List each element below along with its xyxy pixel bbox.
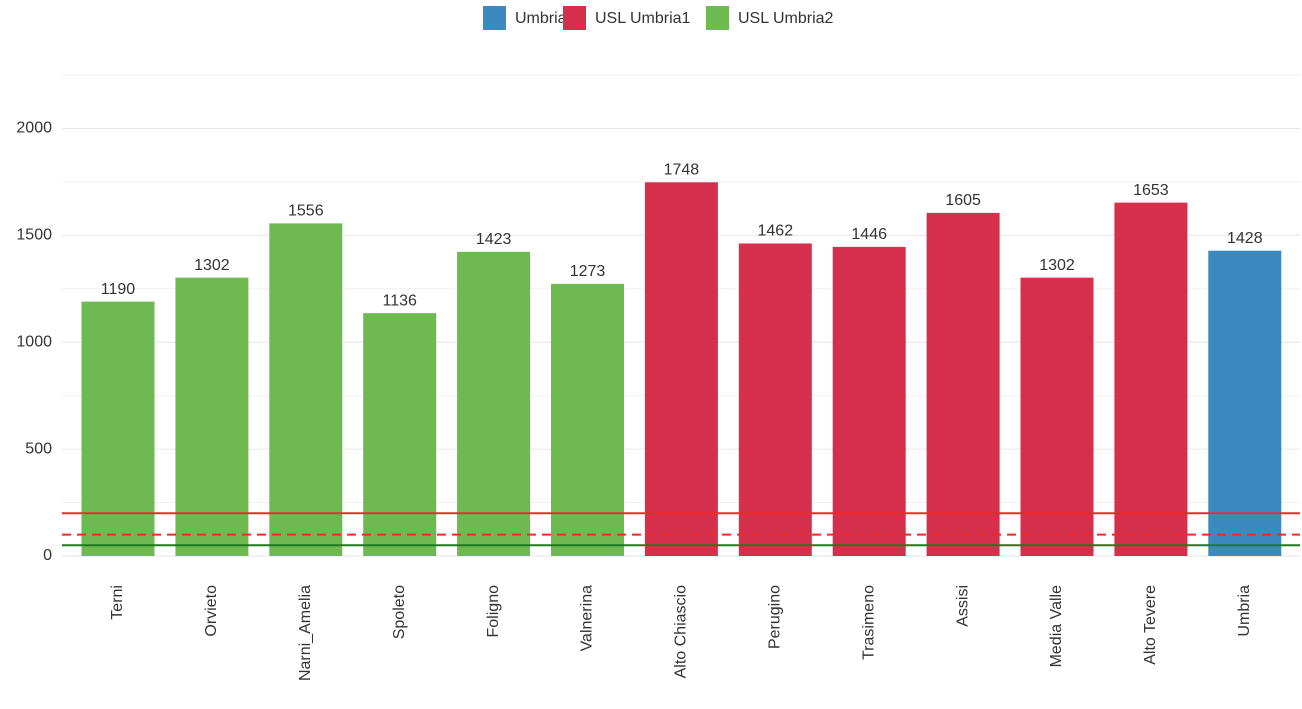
y-tick-label: 0 xyxy=(43,547,52,564)
data-label: 1428 xyxy=(1227,230,1263,247)
data-label: 1748 xyxy=(664,162,700,179)
legend-label: USL Umbria2 xyxy=(738,10,834,27)
bar xyxy=(926,212,1000,557)
y-tick-label: 2000 xyxy=(16,120,52,137)
data-label: 1446 xyxy=(851,226,887,243)
bar xyxy=(81,301,155,556)
data-label: 1653 xyxy=(1133,182,1169,199)
legend-swatch xyxy=(563,6,586,30)
bar xyxy=(175,277,249,556)
bar xyxy=(1208,250,1282,556)
x-tick-label: Terni xyxy=(109,585,126,620)
bar xyxy=(1020,277,1094,556)
bar xyxy=(363,313,437,556)
bar xyxy=(738,243,812,556)
legend-swatch xyxy=(706,6,729,30)
data-label: 1136 xyxy=(382,292,417,309)
x-tick-label: Narni_Amelia xyxy=(297,585,314,681)
x-tick-label: Alto Tevere xyxy=(1142,585,1159,665)
x-tick-label: Perugino xyxy=(767,585,784,649)
y-tick-label: 500 xyxy=(25,440,52,457)
x-tick-label: Foligno xyxy=(485,585,502,638)
data-label: 1605 xyxy=(945,192,981,209)
y-tick-label: 1500 xyxy=(16,227,52,244)
x-tick-label: Assisi xyxy=(954,585,971,627)
y-tick-label: 1000 xyxy=(16,333,52,350)
data-label: 1190 xyxy=(101,281,136,298)
bar xyxy=(832,246,906,557)
x-tick-label: Valnerina xyxy=(579,585,596,652)
x-tick-label: Umbria xyxy=(1236,585,1253,637)
x-tick-label: Spoleto xyxy=(391,585,408,639)
x-tick-label: Alto Chiascio xyxy=(673,585,690,678)
x-tick-label: Trasimeno xyxy=(860,585,877,660)
bar xyxy=(1114,202,1188,556)
legend-swatch xyxy=(483,6,506,30)
data-label: 1423 xyxy=(476,231,512,248)
bar xyxy=(457,251,531,556)
data-label: 1302 xyxy=(194,257,230,274)
data-label: 1273 xyxy=(570,263,606,280)
data-label: 1462 xyxy=(758,223,794,240)
legend-label: USL Umbria1 xyxy=(595,10,691,27)
bar xyxy=(551,283,624,556)
bar xyxy=(269,223,343,557)
bar xyxy=(644,182,718,556)
legend-label: Umbria xyxy=(515,10,567,27)
data-label: 1302 xyxy=(1039,257,1075,274)
x-tick-label: Media Valle xyxy=(1048,585,1065,668)
x-tick-label: Orvieto xyxy=(203,585,220,637)
data-label: 1556 xyxy=(288,203,324,220)
